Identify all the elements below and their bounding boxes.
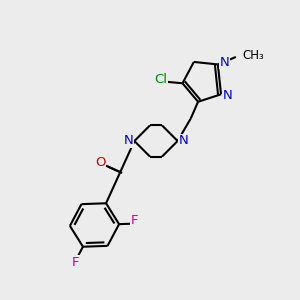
Text: N: N — [179, 134, 188, 148]
Text: F: F — [71, 256, 79, 269]
Text: N: N — [124, 134, 133, 148]
Text: Cl: Cl — [154, 73, 167, 86]
Text: O: O — [95, 156, 105, 170]
Text: N: N — [220, 56, 230, 69]
Text: N: N — [223, 89, 232, 102]
Text: CH₃: CH₃ — [242, 49, 264, 62]
Text: F: F — [130, 214, 138, 227]
